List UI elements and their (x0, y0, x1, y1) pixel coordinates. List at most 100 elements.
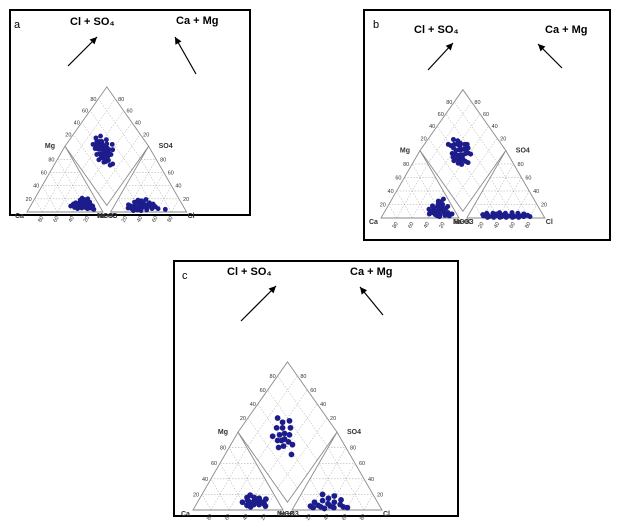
cation-tick-label: 20 (438, 221, 446, 229)
anion-sample-point (138, 208, 144, 214)
diamond-sample-point (281, 430, 288, 437)
cation-triangle-outline (26, 145, 104, 213)
anion-triangle-outline (291, 431, 383, 511)
grid-line (309, 478, 329, 511)
anion-label-so4: SO4 (516, 147, 530, 154)
anion-sample-point (501, 212, 507, 218)
cation-tick-label: 60 (52, 215, 60, 223)
cation-tick-label: 80 (403, 162, 409, 168)
diamond-tick-label: 40 (250, 402, 256, 408)
grid-line (98, 98, 141, 159)
diamond-outline (237, 361, 338, 503)
diamond-sample-point (274, 437, 281, 444)
anion-sample-point (331, 493, 338, 499)
cation-tick-label: 80 (220, 446, 226, 452)
anion-sample-point (344, 504, 351, 511)
anion-label-cl: Cl (383, 511, 390, 518)
diamond-sample-point (93, 135, 99, 141)
cation-sample-point (429, 210, 435, 216)
anion-tick-label: 20 (121, 215, 129, 223)
diamond-tick-label: 80 (300, 374, 306, 380)
anion-sample-point (493, 211, 499, 217)
anion-tick-label: 20 (377, 492, 383, 498)
cation-label-nak: Na+K (97, 213, 115, 220)
arrow-head (268, 286, 276, 294)
grid-line (327, 447, 365, 511)
grid-line (201, 494, 212, 511)
diamond-sample-point (98, 133, 103, 139)
diamond-tick-label: 60 (260, 388, 266, 394)
panel-label: b (373, 19, 379, 31)
grid-line (428, 101, 472, 163)
cation-sample-point (247, 492, 254, 499)
grid-line (267, 389, 318, 461)
diamond-sample-point (464, 141, 470, 147)
cation-sample-point (84, 206, 90, 212)
anion-triangle-outline (109, 145, 188, 213)
anion-sample-point (338, 496, 344, 503)
cation-sample-point (68, 203, 74, 209)
piper-panel-c: 20 20 40 40 60 60 80 80 Mg Ca Na+K 20 20 40 40 60 60 80 80… (173, 260, 459, 522)
arrow-head (538, 44, 546, 52)
cl-so4-label: Cl + SO₄ (70, 16, 115, 28)
arrow-head (445, 43, 453, 51)
diamond-sample-point (288, 451, 295, 458)
cation-tick-label: 80 (206, 513, 214, 521)
diamond-tick-label: 80 (446, 100, 452, 106)
anion-tick-label: 80 (524, 221, 532, 229)
cation-tick-label: 80 (392, 221, 400, 229)
cation-tick-label: 60 (395, 175, 401, 181)
anion-sample-point (484, 210, 490, 216)
grid-line (497, 177, 522, 219)
diamond-sample-point (110, 147, 116, 153)
anion-sample-point (325, 495, 332, 502)
diamond-tick-label: 20 (240, 416, 246, 422)
diamond-sample-point (458, 154, 464, 160)
diamond-tick-label: 60 (438, 112, 444, 118)
cation-sample-point (85, 196, 91, 202)
diamond-sample-point (279, 424, 286, 431)
cation-sample-point (239, 499, 246, 506)
diamond-sample-point (465, 160, 471, 166)
cl-so4-label: Cl + SO₄ (227, 266, 272, 278)
anion-tick-label: 60 (151, 215, 159, 223)
anion-triangle: 20 20 40 40 60 60 80 80 SO4 HCO3 Cl (98, 143, 195, 223)
cation-tick-label: 40 (68, 215, 76, 223)
anion-tick-label: 60 (525, 175, 531, 181)
cation-tick-label: 60 (41, 171, 47, 177)
cation-sample-point (256, 495, 263, 502)
anion-label-so4: SO4 (159, 143, 173, 150)
arrow-head (175, 37, 182, 45)
diamond-sample-point (109, 141, 115, 147)
grid-line (363, 494, 374, 511)
diamond-sample-point (280, 443, 287, 449)
anion-label-cl: Cl (188, 213, 195, 220)
grid-line (73, 134, 116, 194)
grid-line (497, 163, 530, 219)
cation-triangle-outline (192, 431, 284, 511)
anion-sample-point (311, 499, 318, 506)
grid-line (73, 98, 116, 159)
diamond-sample-point (279, 419, 286, 426)
anion-sample-point (319, 491, 326, 498)
cation-sample-point (79, 195, 85, 201)
anion-tick-label: 40 (533, 189, 539, 195)
grid-line (247, 417, 298, 489)
cation-label-mg: Mg (218, 429, 228, 436)
diamond-tick-label: 20 (65, 132, 71, 138)
anion-tick-label: 80 (518, 162, 524, 168)
grid-line (171, 198, 180, 213)
anion-sample-point (143, 197, 149, 202)
anion-sample-point (516, 214, 522, 220)
cation-label-mg: Mg (400, 147, 410, 154)
grid-line (445, 125, 489, 188)
anion-sample-point (527, 214, 533, 220)
anion-sample-point (150, 201, 156, 207)
ca-mg-label: Ca + Mg (176, 15, 218, 27)
cation-tick-label: 40 (423, 221, 431, 229)
grid-line (428, 138, 472, 200)
cation-sample-point (449, 211, 455, 217)
